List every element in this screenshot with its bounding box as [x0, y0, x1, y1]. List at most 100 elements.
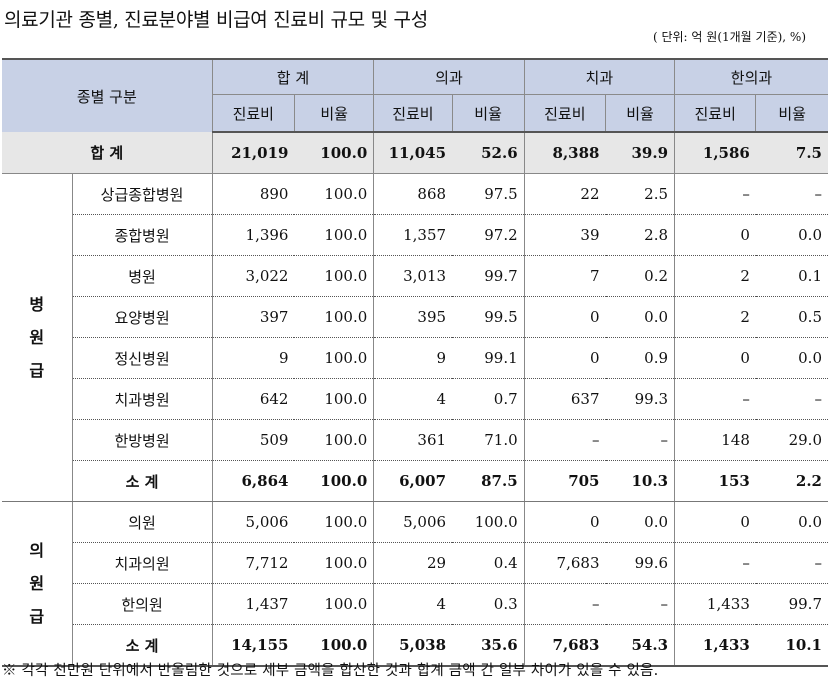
row-label: 한의원: [72, 583, 213, 625]
footnote: ※ 각각 천만원 단위에서 반올림한 것으로 세부 금액을 합산한 것과 합계 …: [2, 663, 659, 679]
cost-cell: –: [523, 419, 606, 461]
group-label-char: 급: [29, 607, 45, 626]
group-label-char: 의: [29, 541, 45, 560]
ratio-cell: 100.0: [452, 501, 525, 543]
cost-cell: 1,357: [373, 214, 453, 256]
cost-cell: 0: [523, 337, 606, 379]
ratio-cell: 100.0: [294, 583, 374, 625]
ratio-cell: 39.9: [605, 132, 675, 174]
cost-cell: 637: [523, 378, 606, 420]
cost-cell: 2: [674, 255, 756, 297]
ratio-cell: 2.5: [605, 173, 675, 215]
ratio-cell: 0.0: [605, 296, 675, 338]
ratio-cell: 100.0: [294, 132, 374, 174]
ratio-cell: 2.8: [605, 214, 675, 256]
cost-cell: 705: [523, 460, 606, 502]
header-group-dental: 치과: [523, 58, 675, 95]
ratio-cell: 0.5: [755, 296, 828, 338]
table-row: 치과의원 7,712 100.0 29 0.4 7,683 99.6– –: [2, 542, 828, 584]
ratio-cell: 100.0: [294, 337, 374, 379]
cost-cell: 5,006: [373, 501, 453, 543]
subtotal-label: 소 계: [72, 460, 213, 502]
cost-cell: 395: [373, 296, 453, 338]
ratio-cell: 100.0: [294, 460, 374, 502]
header-group-medical: 의과: [373, 58, 525, 95]
ratio-cell: –: [755, 378, 828, 420]
row-label: 치과병원: [72, 378, 213, 420]
ratio-cell: –: [755, 173, 828, 215]
group-label-char: 병: [29, 295, 45, 314]
cost-cell: 6,007: [373, 460, 453, 502]
ratio-cell: –: [755, 542, 828, 584]
ratio-cell: 52.6: [452, 132, 525, 174]
cost-cell: 0: [674, 214, 756, 256]
cost-cell: –: [674, 173, 756, 215]
ratio-cell: 100.0: [294, 419, 374, 461]
header-group-oriental: 한의과: [674, 58, 828, 95]
ratio-cell: 99.6: [605, 542, 675, 584]
header-sub-cost: 진료비: [373, 94, 453, 133]
ratio-cell: 100.0: [294, 255, 374, 297]
subtotal-label: 소 계: [72, 624, 213, 667]
ratio-cell: 0.2: [605, 255, 675, 297]
ratio-cell: 7.5: [755, 132, 828, 174]
ratio-cell: 54.3: [605, 624, 675, 667]
cost-cell: 0: [674, 501, 756, 543]
cost-cell: 868: [373, 173, 453, 215]
cost-cell: 5,038: [373, 624, 453, 667]
header-category: 종별 구분: [2, 58, 213, 132]
row-label: 병원: [72, 255, 213, 297]
ratio-cell: 100.0: [294, 542, 374, 584]
hospital-subtotal-row: 소 계 6,864 100.0 6,007 87.5 705 10.3 153 2.2: [2, 460, 828, 502]
cost-cell: 1,433: [674, 624, 756, 667]
table-row: 의 원 급 의원 5,006 100.0 5,006 100.0 0 0.0 0 0.0: [2, 501, 828, 667]
cost-cell: 14,155: [211, 624, 295, 667]
cost-cell: 2: [674, 296, 756, 338]
cost-cell: –: [523, 583, 606, 625]
ratio-cell: 0.1: [755, 255, 828, 297]
ratio-cell: 100.0: [294, 624, 374, 667]
row-label: 종합병원: [72, 214, 213, 256]
ratio-cell: 29.0: [755, 419, 828, 461]
expense-table: 종별 구분 합 계 의과 치과 한의과 진료비 비율 진료비 비율 진료비 비율…: [2, 58, 828, 667]
cost-cell: 397: [211, 296, 295, 338]
cost-cell: 7,712: [211, 542, 295, 584]
ratio-cell: 0.7: [452, 378, 525, 420]
cost-cell: 11,045: [373, 132, 453, 174]
ratio-cell: 2.2: [755, 460, 828, 502]
ratio-cell: 10.3: [605, 460, 675, 502]
cost-cell: 1,586: [674, 132, 756, 174]
header-row-groups: 종별 구분 합 계 의과 치과 한의과: [2, 58, 828, 132]
cost-cell: 29: [373, 542, 453, 584]
cost-cell: 7,683: [523, 624, 606, 667]
header-sub-ratio: 비율: [451, 94, 525, 133]
ratio-cell: 10.1: [755, 624, 828, 667]
table-row: 종합병원 1,396 100.0 1,357 97.2 39 2.8 0 0.0: [2, 214, 828, 256]
cost-cell: 3,022: [211, 255, 295, 297]
group-label-char: 원: [29, 574, 45, 593]
row-label: 한방병원: [72, 419, 213, 461]
ratio-cell: 87.5: [452, 460, 525, 502]
cost-cell: 8,388: [523, 132, 606, 174]
cost-cell: 9: [211, 337, 295, 379]
ratio-cell: 99.7: [755, 583, 828, 625]
table-row: 정신병원 9 100.0 9 99.1 0 0.9 0 0.0: [2, 337, 828, 379]
header-sub-ratio: 비율: [604, 94, 675, 133]
cost-cell: 148: [674, 419, 756, 461]
cost-cell: 9: [373, 337, 453, 379]
cost-cell: 1,437: [211, 583, 295, 625]
table-row: 한의원 1,437 100.0 4 0.3– –1,433 99.7: [2, 583, 828, 625]
header-group-total: 합 계: [211, 58, 374, 95]
header-row-sub: 진료비 비율 진료비 비율 진료비 비율 진료비 비율: [2, 94, 828, 133]
group-label-char: 급: [29, 361, 45, 380]
cost-cell: 3,013: [373, 255, 453, 297]
cost-cell: 153: [674, 460, 756, 502]
cost-cell: 509: [211, 419, 295, 461]
cost-cell: 4: [373, 378, 453, 420]
cost-cell: 890: [211, 173, 295, 215]
ratio-cell: 100.0: [294, 214, 374, 256]
table-row: 치과병원 642 100.0 4 0.7 637 99.3– –: [2, 378, 828, 420]
table-row: 병 원 급 상급종합병원 890 100.0 868 97.5 22 2.5– –: [2, 173, 828, 502]
clinic-subtotal-row: 소 계 14,155 100.0 5,038 35.6 7,683 54.3 1,433 10.…: [2, 624, 828, 667]
